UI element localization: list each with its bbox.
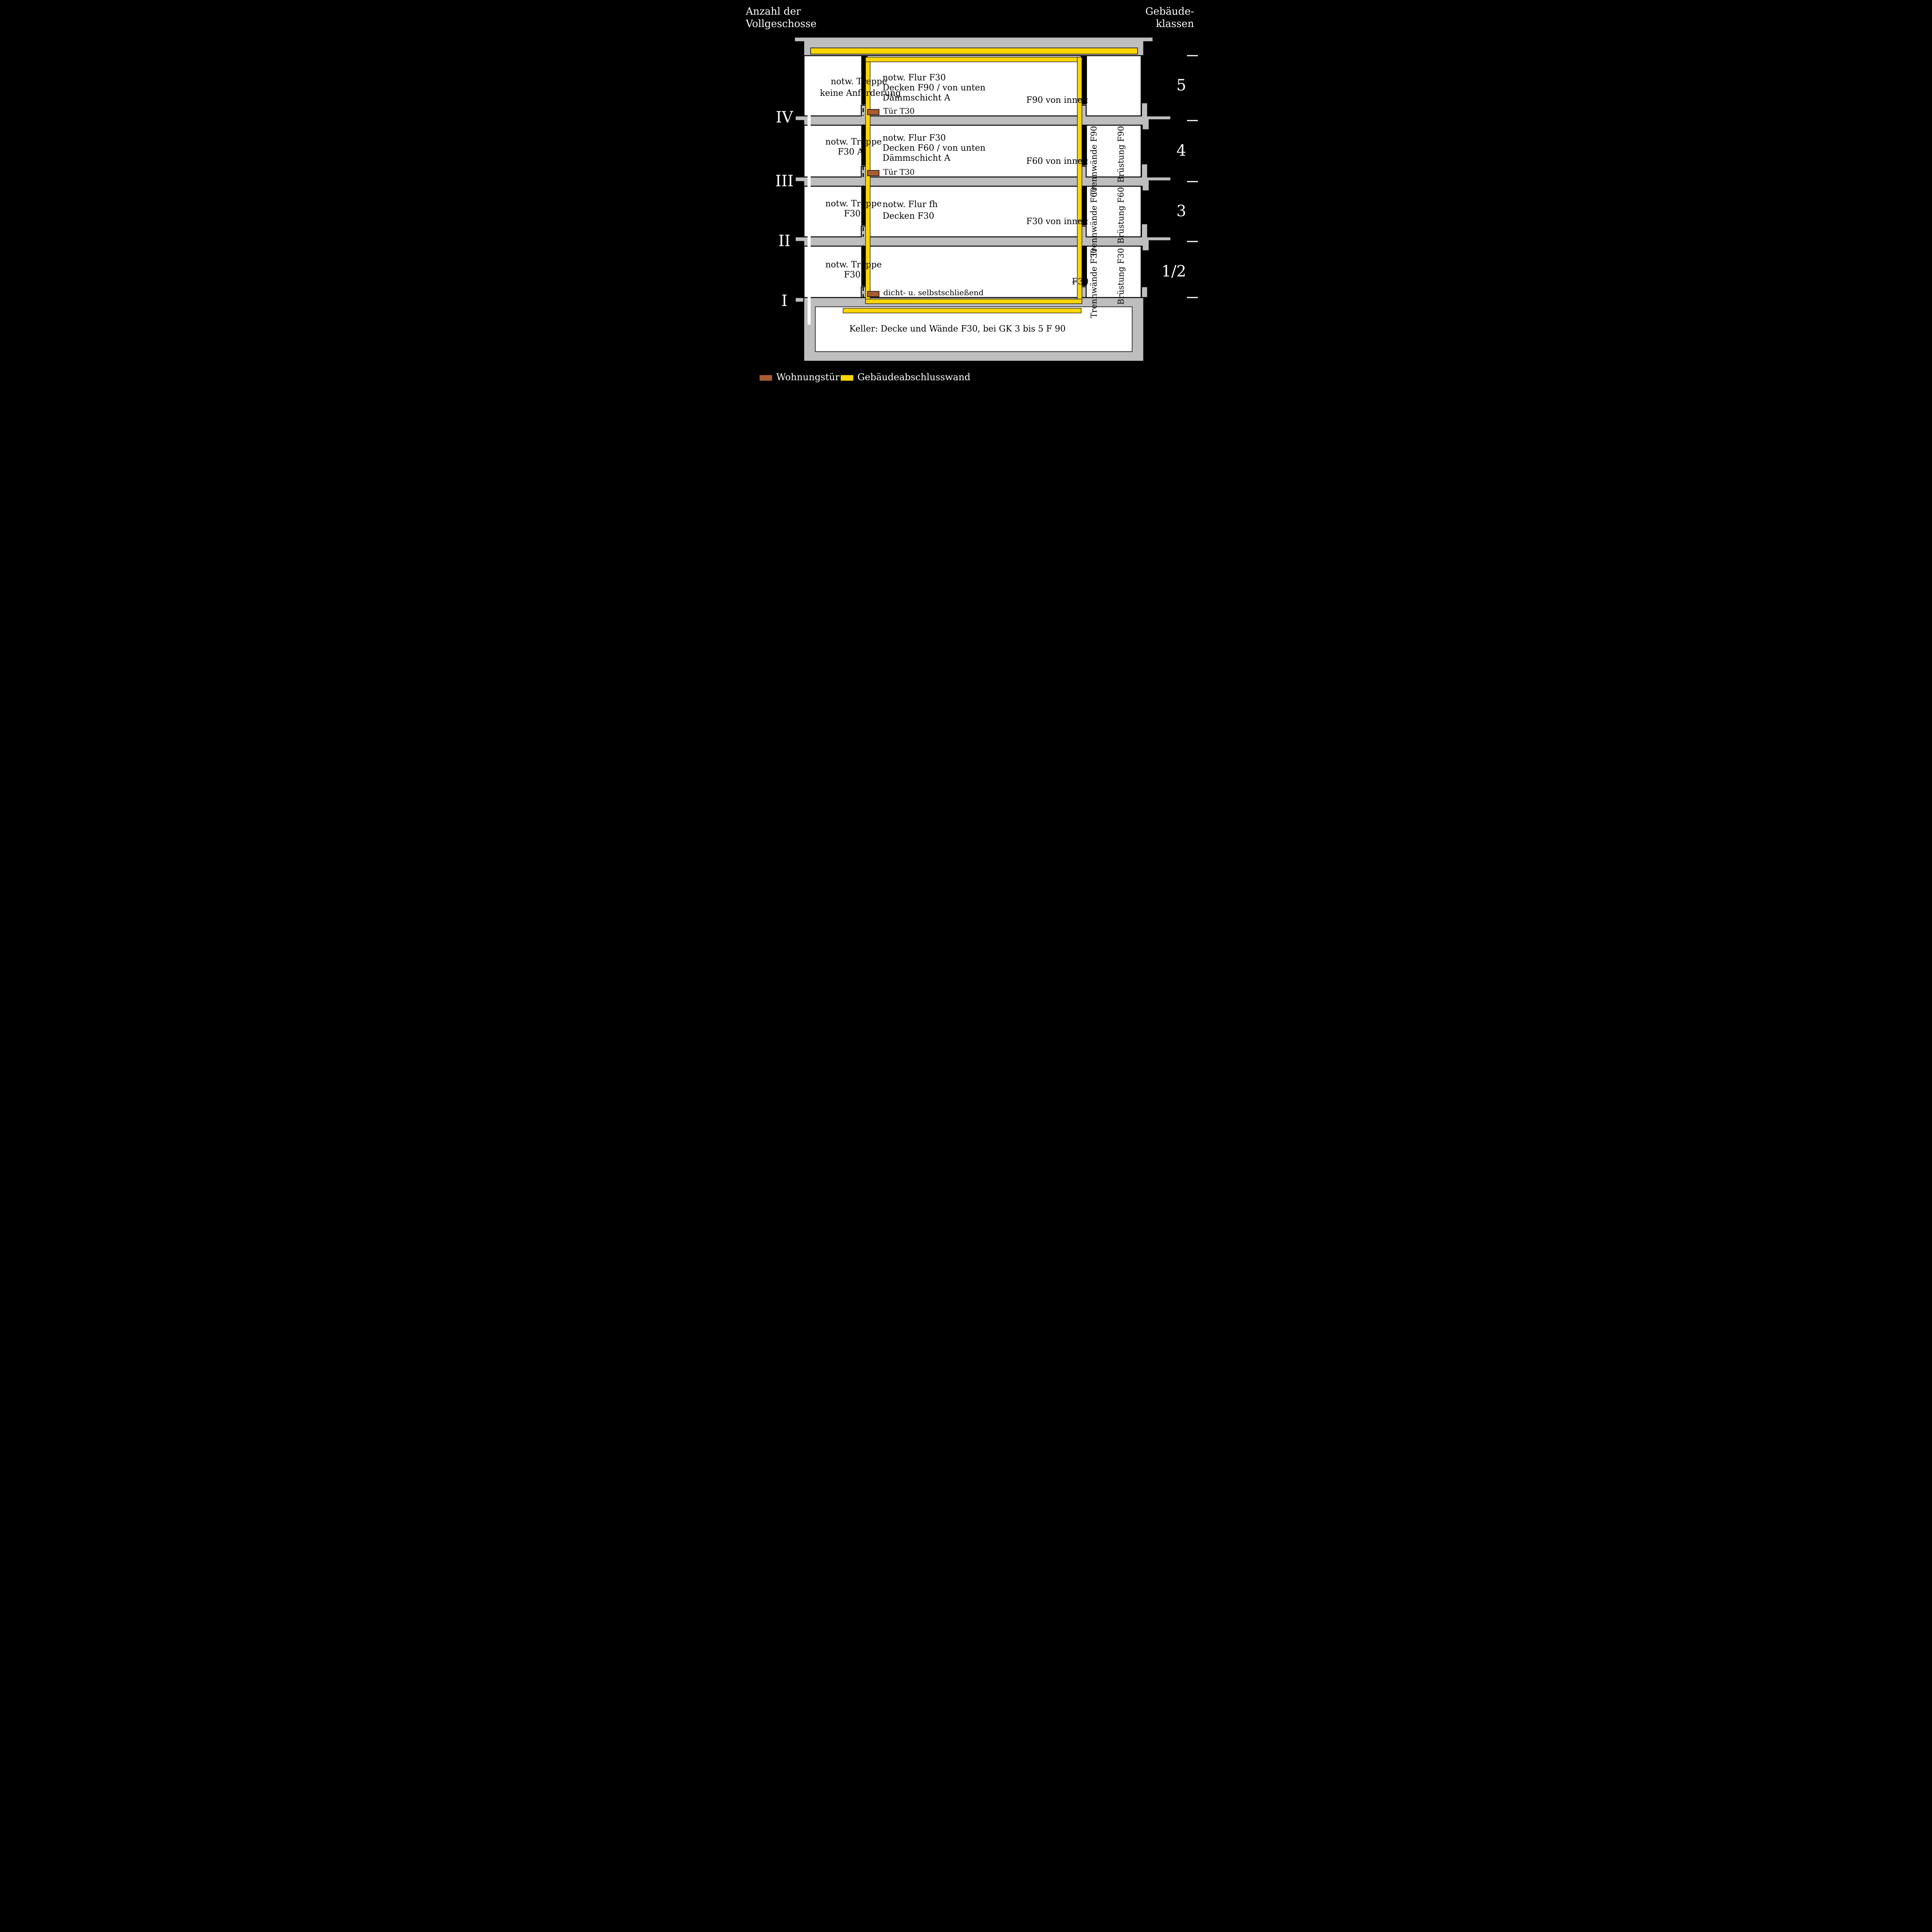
label: Decken F90 / von unten [883,83,985,93]
label: notw. Flur F30 [883,133,946,143]
legend-swatch [759,375,772,381]
svg-text:3: 3 [1177,202,1186,220]
label: Decken F30 [883,211,934,221]
label: notw. Flur fh [883,200,938,209]
axis-tick-bar [808,278,811,325]
label: Trennwände F60 [1089,187,1099,257]
label: Decken F60 / von unten [883,143,985,153]
label: Brüstung F90 [1116,126,1126,183]
svg-text:II: II [778,232,791,250]
label: Dämmschicht A [883,153,951,163]
label: F30 [844,270,861,280]
svg-text:Gebäude-: Gebäude- [1145,6,1194,17]
svg-text:4: 4 [1177,142,1186,160]
axis-tick-bar [808,218,811,265]
label: Tür T30 [883,167,915,177]
label: notw. Treppe [825,199,882,209]
svg-text:Vollgeschosse: Vollgeschosse [745,18,816,30]
svg-text:III: III [775,172,793,190]
label: Keller: Decke und Wände F30, bei GK 3 bi… [849,324,1066,334]
label: F90 von innen [1026,95,1088,105]
label: notw. Treppe [831,77,887,87]
label: notw. Flur F30 [883,73,946,83]
building-section-diagram: Anzahl derVollgeschosseIVIIIIIIGebäude-k… [734,0,1198,394]
label: dicht- u. selbstschließend [883,288,984,297]
label: F30 A [838,147,864,157]
axis-tick-bar [808,95,811,141]
legend-label: Wohnungstür [776,372,840,383]
label: Tür T30 [883,106,915,116]
label: F30 von innen [1026,217,1088,226]
label: notw. Treppe [825,137,882,147]
label: Brüstung F60 [1116,187,1126,244]
svg-text:IV: IV [776,109,794,126]
svg-text:Anzahl der: Anzahl der [745,6,801,17]
svg-text:1/2: 1/2 [1162,263,1186,281]
legend: Wohnungstür Gebäudeabschlusswand [759,372,970,383]
label: F30 [844,209,861,219]
right-axis: Gebäude-klassen 5 4 3 1/2 [1145,6,1198,298]
label: Brüstung F30 [1116,248,1126,305]
svg-text:klassen: klassen [1156,18,1194,30]
axis-tick-bar [808,158,811,205]
label: Trennwände F90 [1089,126,1099,196]
legend-swatch [840,375,854,381]
diagram-svg: Anzahl derVollgeschosseIVIIIIIIGebäude-k… [734,0,1198,394]
label: F60 von innen [1026,156,1088,166]
label: Trennwände F30 [1089,248,1099,318]
legend-label: Gebäudeabschlusswand [857,372,970,383]
label: notw. Treppe [825,260,882,270]
svg-text:I: I [781,292,787,310]
svg-text:5: 5 [1177,77,1186,94]
label: Dämmschicht A [883,93,951,103]
